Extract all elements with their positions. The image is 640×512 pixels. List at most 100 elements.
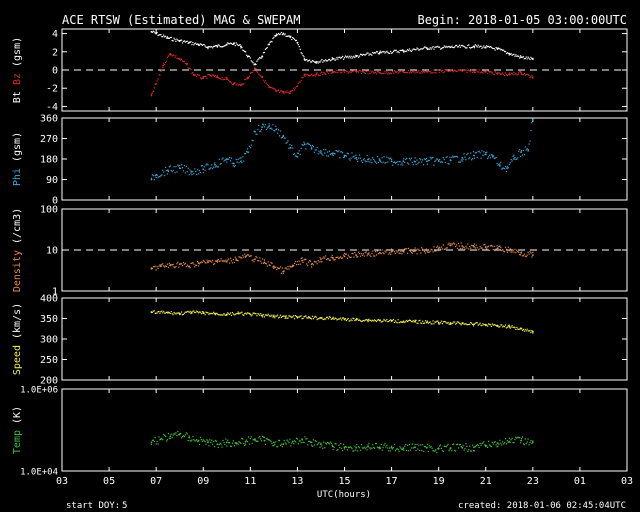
data-point	[326, 443, 328, 445]
data-point	[211, 439, 213, 441]
data-point	[315, 440, 317, 443]
data-point	[214, 163, 216, 166]
data-point	[237, 311, 239, 313]
data-point	[488, 249, 491, 251]
data-point	[224, 45, 226, 47]
data-point	[375, 320, 378, 323]
data-point	[500, 49, 502, 51]
data-point	[432, 72, 434, 74]
data-point	[491, 47, 493, 49]
data-point	[355, 449, 357, 451]
data-point	[264, 124, 266, 126]
data-point	[305, 438, 307, 440]
data-point	[444, 69, 446, 71]
data-point	[478, 46, 480, 48]
data-point	[353, 256, 355, 258]
data-point	[479, 152, 481, 154]
data-point	[313, 61, 315, 63]
data-point	[204, 314, 206, 316]
data-point	[420, 72, 422, 74]
data-point	[213, 311, 215, 313]
data-point	[182, 40, 185, 42]
data-point	[415, 319, 417, 321]
data-point	[395, 448, 397, 450]
data-point	[506, 167, 508, 170]
data-point	[230, 157, 233, 159]
data-point	[257, 313, 259, 315]
data-point	[227, 42, 229, 44]
data-point	[314, 315, 316, 317]
data-point	[440, 47, 443, 50]
data-point	[344, 155, 347, 157]
data-point	[311, 60, 314, 62]
data-point	[447, 70, 449, 72]
data-point	[291, 316, 293, 318]
data-point	[240, 442, 242, 445]
data-point	[370, 319, 372, 321]
data-point	[326, 316, 328, 319]
data-point	[436, 320, 438, 322]
data-point	[151, 31, 153, 33]
data-point	[209, 439, 211, 441]
data-point	[329, 259, 331, 261]
data-point	[329, 316, 331, 318]
data-point	[442, 244, 444, 246]
data-point	[433, 323, 435, 325]
data-point	[435, 321, 437, 323]
data-point	[508, 437, 510, 439]
data-point	[235, 313, 237, 315]
data-point	[513, 72, 515, 74]
data-point	[246, 78, 249, 80]
data-point	[476, 71, 478, 73]
data-point	[207, 440, 209, 442]
data-point	[378, 71, 381, 74]
data-point	[245, 443, 247, 445]
data-point	[339, 257, 341, 259]
data-point	[193, 310, 195, 312]
data-point	[214, 45, 217, 47]
data-point	[344, 70, 347, 72]
data-point	[512, 326, 514, 328]
data-point	[457, 321, 460, 323]
data-point	[352, 450, 354, 452]
data-point	[270, 440, 272, 443]
data-point	[178, 39, 181, 42]
data-point	[371, 71, 373, 73]
data-point	[348, 256, 350, 258]
data-point	[161, 310, 163, 312]
data-point	[429, 156, 431, 158]
data-point	[178, 263, 181, 266]
y-tick-label: 270	[40, 134, 58, 145]
data-point	[496, 48, 499, 50]
data-point	[516, 437, 518, 439]
data-point	[410, 320, 412, 323]
data-point	[496, 245, 498, 247]
data-point	[432, 156, 434, 159]
data-point	[351, 448, 353, 450]
data-point	[294, 260, 297, 263]
data-point	[531, 122, 533, 124]
data-point	[371, 320, 373, 322]
data-point	[402, 321, 404, 324]
data-point	[159, 176, 161, 178]
data-point	[320, 258, 322, 260]
data-point	[281, 90, 283, 93]
data-point	[207, 48, 209, 50]
data-point	[524, 328, 526, 331]
data-point	[302, 261, 304, 263]
data-point	[154, 436, 156, 439]
data-point	[492, 73, 494, 75]
data-point	[291, 144, 293, 147]
data-point	[508, 72, 510, 74]
data-point	[471, 69, 473, 71]
data-point	[463, 153, 465, 155]
data-point	[492, 443, 494, 445]
data-point	[317, 62, 319, 64]
data-point	[426, 443, 428, 445]
data-point	[272, 37, 274, 40]
data-point	[471, 245, 474, 247]
data-point	[429, 250, 431, 252]
data-point	[272, 445, 274, 447]
data-point	[421, 247, 423, 249]
